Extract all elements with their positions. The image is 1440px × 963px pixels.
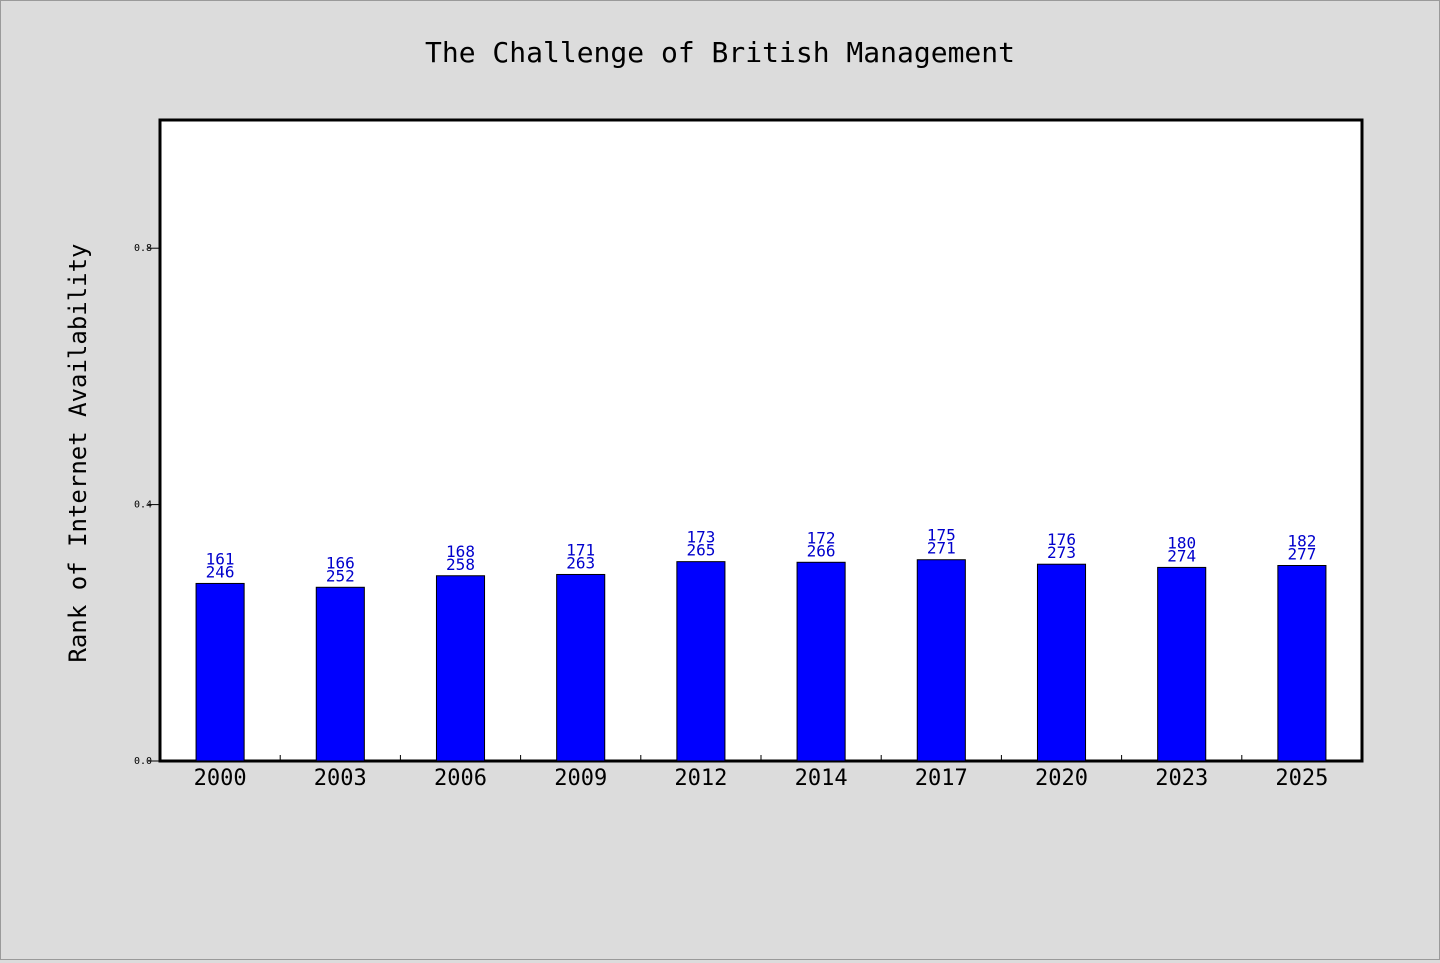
data-label-top: 171 xyxy=(566,540,595,559)
x-tick-label: 2009 xyxy=(554,766,607,791)
data-label-top: 182 xyxy=(1287,531,1316,550)
data-label-top: 166 xyxy=(326,553,355,572)
x-tick-label: 2000 xyxy=(194,766,247,791)
data-label-bottom: 265 xyxy=(686,541,715,560)
data-label-bottom: 271 xyxy=(927,539,956,558)
data-label-bottom: 274 xyxy=(1167,546,1196,565)
x-tick-label: 2012 xyxy=(674,766,727,791)
chart-title: The Challenge of British Management xyxy=(425,36,1015,69)
bar-2006 xyxy=(435,575,486,762)
bar-2017 xyxy=(916,559,966,762)
y-axis-label: Rank of Internet Availability xyxy=(64,243,92,662)
data-label-top: 176 xyxy=(1047,530,1076,549)
bar-2003 xyxy=(315,586,365,762)
x-tick-label: 2006 xyxy=(434,766,487,791)
y-axis-ticks: 0.0 0.4 0.8 xyxy=(134,243,160,767)
data-label-bottom: 258 xyxy=(446,555,475,574)
bar-2020 xyxy=(1036,563,1087,762)
data-label-bottom: 263 xyxy=(566,553,595,572)
data-label-top: 180 xyxy=(1167,533,1196,552)
bar-2012 xyxy=(676,561,726,762)
data-label-top: 161 xyxy=(206,549,235,568)
data-label-top: 175 xyxy=(927,526,956,545)
data-label-bottom: 252 xyxy=(326,566,355,585)
bar-2025 xyxy=(1277,564,1327,762)
data-label-bottom: 246 xyxy=(206,562,235,581)
x-tick-label: 2017 xyxy=(915,766,968,791)
x-axis-tick-labels: 2000 2003 2006 2009 2012 2014 2017 2020 2023 2025 xyxy=(194,766,1329,791)
y-tick-label: 0.4 xyxy=(134,500,152,511)
bar-2023 xyxy=(1157,566,1207,762)
x-tick-label: 2020 xyxy=(1035,766,1088,791)
bar-series xyxy=(195,559,1327,762)
x-axis-ticks xyxy=(279,755,1243,761)
data-label-bottom: 277 xyxy=(1287,544,1316,563)
y-tick-label: 0.8 xyxy=(134,243,152,254)
data-label-top: 173 xyxy=(686,528,715,547)
data-label-top: 172 xyxy=(807,528,836,547)
bar-2009 xyxy=(556,573,606,762)
bar-2000 xyxy=(195,582,245,762)
bar-2014 xyxy=(796,561,846,762)
data-label-bottom: 266 xyxy=(807,541,836,560)
x-tick-label: 2003 xyxy=(314,766,367,791)
data-label-bottom: 273 xyxy=(1047,543,1076,562)
y-tick-label: 0.0 xyxy=(134,756,152,767)
data-label-top: 168 xyxy=(446,542,475,561)
x-tick-label: 2014 xyxy=(795,766,848,791)
x-tick-label: 2025 xyxy=(1275,766,1328,791)
x-tick-label: 2023 xyxy=(1155,766,1208,791)
